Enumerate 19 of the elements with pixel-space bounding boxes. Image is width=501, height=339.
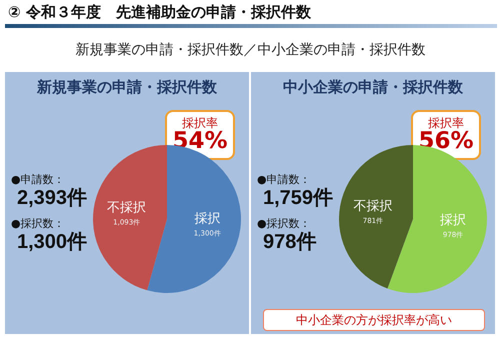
text: 1,759件 [263,187,334,209]
text: ② 令和３年度 先進補助金の申請・採択件数 [8,3,311,22]
text: 中小企業の方が採択率が高い [263,309,485,331]
slice-label: 不採択 [353,198,392,214]
chart-title: 新規事業の申請・採択件数 [36,78,218,97]
pie-slice [93,145,167,290]
text: ●申請数： [11,172,65,187]
text: 978件 [263,231,316,253]
text: 1,300件 [17,231,88,253]
slice-label: 採択 [440,213,466,228]
slice-label: 不採択 [107,200,146,216]
text: 2,393件 [17,187,88,209]
slice-label: 採択 [194,212,220,227]
text: 新規事業の申請・採択件数／中小企業の申請・採択件数 [74,41,426,59]
chart-title: 中小企業の申請・採択件数 [282,78,464,97]
text: ●採択数： [11,216,65,231]
pie-slice [339,145,413,288]
text: ●申請数： [257,172,311,187]
text: ●採択数： [257,216,311,231]
